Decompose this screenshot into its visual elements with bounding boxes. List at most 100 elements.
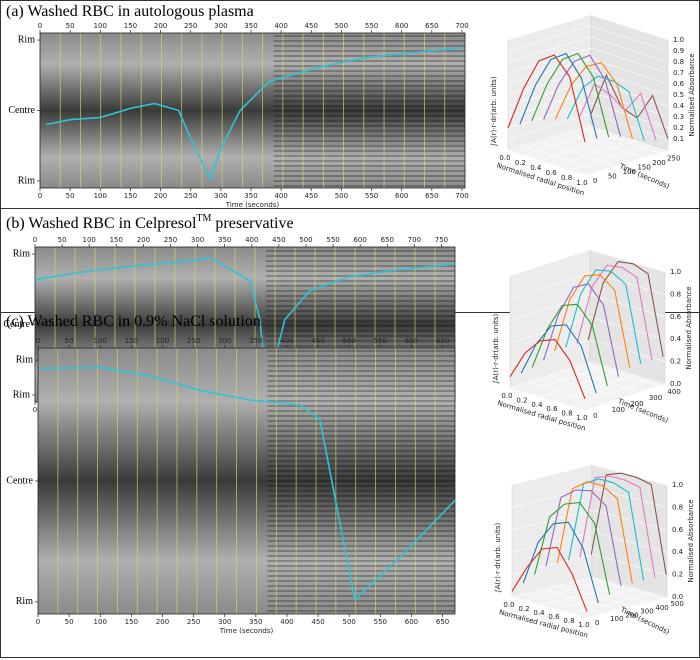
x-tick-label: 0.2 (518, 605, 529, 613)
absorbance-profile (509, 339, 586, 400)
x-tick-label: 200 (154, 192, 167, 200)
title-text: (c) Washed RBC in 0.9% NaCl solution (6, 313, 261, 330)
absorbance-profile (579, 475, 656, 578)
absorbance-profile (520, 324, 597, 394)
x-tick-label: 650 (425, 22, 438, 30)
y-tick-label: 200 (625, 611, 638, 619)
x-tick-label: 450 (305, 22, 318, 30)
grid-line (511, 596, 588, 618)
x-tick-label: 100 (94, 337, 107, 345)
y-tick-label: Centre (8, 105, 35, 116)
x-tick-label: 750 (435, 236, 448, 244)
kymograph-texture (267, 348, 455, 614)
x-tick-label: 0.0 (499, 154, 510, 162)
grid-line (552, 136, 630, 162)
z-tick-label: 1.0 (672, 481, 683, 489)
x-tick-label: 0 (38, 192, 42, 200)
absorbance-profile (565, 269, 642, 365)
z-tick-label: 0.3 (673, 113, 684, 121)
kymograph-texture (273, 33, 465, 188)
profile-line (39, 366, 456, 602)
y-tick-label: Centre (3, 319, 30, 330)
x-tick-label: 0.4 (533, 609, 545, 617)
x-tick-label: 250 (187, 337, 200, 345)
grid-line (587, 577, 663, 599)
title-superscript: TM (196, 213, 211, 224)
x-tick-label: 500 (335, 22, 348, 30)
grid-line (507, 102, 669, 129)
x-tick-label: 0 (38, 22, 42, 30)
absorbance-profile (556, 481, 633, 584)
x-tick-label: 150 (124, 22, 137, 30)
x-tick-label: 150 (124, 192, 137, 200)
panel-title: (a) Washed RBC in autologous plasma (6, 3, 254, 20)
grid-line (542, 589, 618, 610)
x-tick-label: 0.4 (531, 401, 543, 409)
x-tick-label: 550 (374, 337, 387, 345)
x-tick-label: 0 (33, 406, 37, 414)
x-tick-label: 50 (58, 236, 67, 244)
y-tick-label: 0 (593, 412, 597, 420)
x-tick-label: 50 (66, 22, 75, 30)
x-tick-label: 500 (335, 192, 348, 200)
grid-line (523, 129, 607, 156)
z-tick-label: 0.7 (673, 69, 684, 77)
x-tick-label: 400 (274, 192, 287, 200)
absorbance-profile (531, 303, 608, 387)
x-tick-label: 500 (343, 337, 356, 345)
absorbance-profile (578, 83, 657, 141)
grid-line (567, 131, 645, 158)
z-tick-label: 1.0 (673, 36, 684, 44)
absorbance-profile (511, 546, 588, 612)
y-tick-label: 400 (667, 388, 680, 396)
grid-line (569, 144, 653, 171)
side-label: ∫A(r)·r·dr(arb. units) (492, 313, 500, 383)
y-tick-label: 200 (652, 159, 665, 167)
grid-line (565, 369, 641, 393)
grid-line (507, 36, 669, 63)
y-tick-label: Centre (6, 475, 33, 486)
x-tick-label: 600 (405, 618, 418, 626)
x-tick-label: 300 (218, 618, 231, 626)
absorbance-profile (542, 283, 620, 377)
z-tick-label: 0.0 (672, 593, 683, 601)
grid-line (584, 383, 666, 411)
x-tick-label: 0 (36, 618, 40, 626)
x-tick-label: 600 (405, 337, 418, 345)
grid-line (511, 576, 593, 598)
z-tick-label: 0.8 (673, 58, 684, 66)
x-tick-label: 550 (326, 236, 339, 244)
x-tick-label: 650 (381, 236, 394, 244)
grid-line (584, 363, 660, 387)
x-tick-label: 400 (274, 22, 287, 30)
x-tick-label: 100 (94, 22, 107, 30)
side-label: ∫A(r)·r·dr(arb. units) (490, 76, 498, 146)
absorbance-profile (566, 75, 645, 141)
x-tick-label: 300 (218, 337, 231, 345)
y-tick-label: 150 (637, 164, 650, 172)
z-tick-label: 0.5 (673, 91, 684, 99)
absorbance-profile (531, 52, 610, 138)
y-tick-label: 400 (655, 604, 668, 612)
x-tick-label: 0.6 (548, 613, 560, 621)
grid-line (527, 592, 603, 614)
y-tick-label: 0 (593, 177, 597, 185)
grid-line (528, 381, 604, 405)
z-axis-label: Normalised Absorbance (688, 53, 696, 136)
x-tick-label: 300 (214, 22, 227, 30)
x-tick-label: 0.4 (530, 164, 542, 172)
x-tick-label: 250 (184, 22, 197, 30)
grid-line (539, 370, 621, 398)
z-tick-label: 0.8 (670, 290, 681, 298)
x-tick-label: 450 (272, 236, 285, 244)
grid-line (511, 531, 668, 553)
grid-line (586, 596, 668, 618)
grid-line (509, 387, 586, 411)
y-tick-label: Rim (16, 354, 33, 365)
grid-line (509, 316, 666, 344)
x-tick-label: 150 (110, 236, 123, 244)
profile-line (45, 47, 463, 181)
y-tick-label: 250 (667, 155, 680, 163)
x-tick-label: 450 (311, 337, 324, 345)
x-tick-label: 0.8 (561, 174, 572, 182)
